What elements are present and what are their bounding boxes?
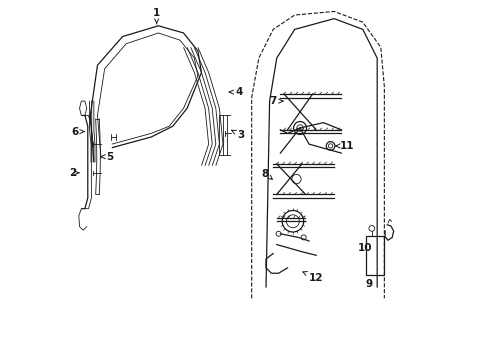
Text: 10: 10	[357, 243, 371, 253]
Text: 6: 6	[71, 127, 84, 136]
Text: 5: 5	[101, 152, 113, 162]
Text: 4: 4	[229, 87, 243, 97]
Text: 9: 9	[365, 279, 372, 289]
Text: 12: 12	[302, 271, 323, 283]
Text: 7: 7	[269, 96, 283, 106]
Text: 3: 3	[231, 130, 244, 140]
Text: 1: 1	[153, 8, 160, 24]
Text: 11: 11	[335, 141, 353, 151]
Text: 8: 8	[261, 168, 272, 179]
Text: 2: 2	[69, 168, 79, 178]
